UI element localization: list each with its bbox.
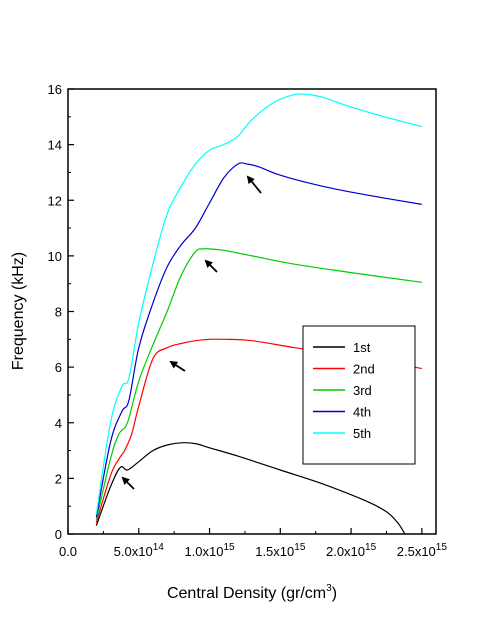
y-axis-title: Frequency (kHz) [10,252,27,370]
series-line-1st [95,442,406,535]
x-tick-label: 5.0x1014 [114,542,165,559]
legend-box [302,325,416,465]
y-tick-label: 16 [48,82,62,97]
plot-frame [67,88,437,535]
series-lines [95,93,422,535]
y-tick-label: 10 [48,249,62,264]
y-tick-label: 14 [48,138,62,153]
x-tick-label: 0.0 [59,544,77,559]
y-tick-label: 2 [55,471,62,486]
legend-label: 4th [353,405,371,420]
x-axis-ticks: 0.0 5.0x1014 1.0x1015 1.5x1015 2.0x1015 2.5x1… [59,542,447,559]
legend-label: 5th [353,426,371,441]
y-axis-ticks: 0 2 4 6 8 10 12 14 16 [48,82,62,542]
series-line-4th [95,162,422,518]
y-tick-label: 6 [55,360,62,375]
y-tick-label: 4 [55,416,62,431]
y-tick-label: 8 [55,305,62,320]
y-tick-label: 12 [48,193,62,208]
y-tick-label: 0 [55,527,62,542]
series-line-2nd [95,338,422,524]
peak-arrow [121,476,135,490]
x-tick-label: 2.5x1015 [397,542,448,559]
x-tick-label: 2.0x1015 [326,542,377,559]
series-line-3rd [95,248,422,521]
peak-arrow [169,360,186,372]
x-axis-title: Central Density (gr/cm3) [167,583,337,602]
legend-label: 3rd [353,383,372,398]
legend-label: 1st [353,340,371,355]
peak-arrow [246,175,262,194]
legend-label: 2nd [353,362,375,377]
peak-arrows [121,175,262,490]
legend: 1st 2nd 3rd 4th 5th [302,325,416,465]
series-line-5th [95,93,422,515]
x-tick-label: 1.0x1015 [184,542,235,559]
peak-arrow [204,259,218,273]
x-tick-label: 1.5x1015 [255,542,306,559]
